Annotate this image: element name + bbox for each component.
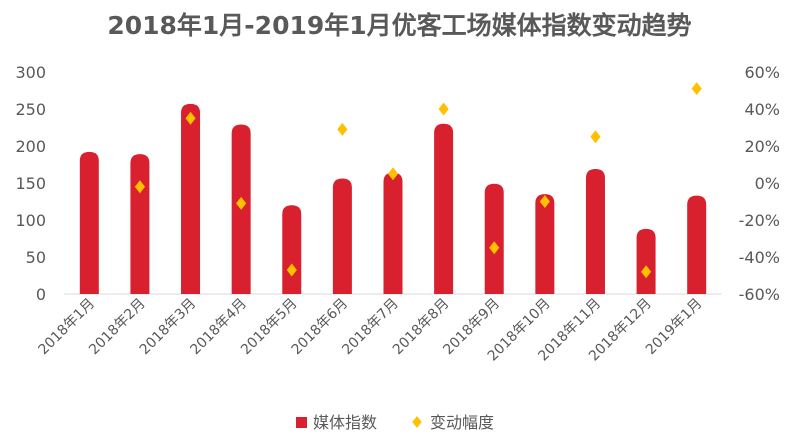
left-tick-label: 100 <box>15 211 46 230</box>
point <box>236 196 247 210</box>
legend-swatch-point <box>412 416 422 428</box>
left-tick-label: 300 <box>15 63 46 82</box>
left-axis: 0 50 100 150 200 250 300 <box>15 63 46 304</box>
bar <box>687 195 707 294</box>
bar <box>181 103 201 294</box>
bar <box>282 205 302 294</box>
legend-label-bar: 媒体指数 <box>313 413 377 432</box>
legend: 媒体指数 变动幅度 <box>296 413 494 432</box>
legend-label-point: 变动幅度 <box>430 413 494 432</box>
category-labels: 2018年1月2018年2月2018年3月2018年4月2018年5月2018年… <box>36 296 706 365</box>
left-tick-label: 50 <box>26 248 46 267</box>
bar <box>535 194 555 294</box>
right-tick-label: -40% <box>739 248 780 267</box>
point <box>337 122 348 136</box>
right-tick-label: -20% <box>739 211 780 230</box>
point <box>185 111 196 125</box>
bar <box>585 168 605 294</box>
legend-swatch-bar <box>296 417 307 428</box>
right-tick-label: 40% <box>744 100 780 119</box>
left-tick-label: 150 <box>15 174 46 193</box>
left-tick-label: 200 <box>15 137 46 156</box>
point <box>387 167 399 181</box>
left-tick-label: 250 <box>15 100 46 119</box>
point <box>134 180 145 194</box>
right-tick-label: -60% <box>739 285 780 304</box>
bar <box>434 123 454 294</box>
point <box>590 130 601 144</box>
chart-title: 2018年1月-2019年1月优客工场媒体指数变动趋势 <box>107 11 692 40</box>
bar <box>484 183 504 294</box>
point <box>539 195 550 208</box>
right-tick-label: 0% <box>755 174 780 193</box>
right-tick-label: 20% <box>744 137 780 156</box>
bar <box>332 178 352 294</box>
point <box>691 82 702 96</box>
left-tick-label: 0 <box>36 285 46 304</box>
point <box>286 263 297 277</box>
point <box>489 241 500 255</box>
point <box>438 102 449 116</box>
right-axis: -60% -40% -20% 0% 20% 40% 60% <box>739 63 780 304</box>
point-series <box>134 82 702 279</box>
bar <box>130 154 150 294</box>
point <box>641 265 652 279</box>
bar <box>383 172 403 294</box>
right-tick-label: 60% <box>744 63 780 82</box>
bar <box>79 151 99 294</box>
bar-series <box>79 103 707 294</box>
bar <box>636 228 656 294</box>
